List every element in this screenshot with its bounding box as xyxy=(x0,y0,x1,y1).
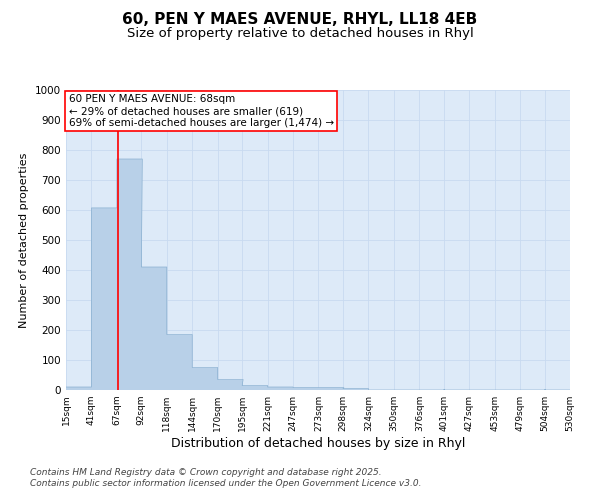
Bar xyxy=(91,208,117,390)
Bar xyxy=(117,159,142,390)
Bar xyxy=(319,388,344,390)
Text: Contains HM Land Registry data © Crown copyright and database right 2025.
Contai: Contains HM Land Registry data © Crown c… xyxy=(30,468,421,487)
Bar xyxy=(242,386,268,390)
Bar xyxy=(293,388,319,390)
Text: Size of property relative to detached houses in Rhyl: Size of property relative to detached ho… xyxy=(127,28,473,40)
Text: 60 PEN Y MAES AVENUE: 68sqm
← 29% of detached houses are smaller (619)
69% of se: 60 PEN Y MAES AVENUE: 68sqm ← 29% of det… xyxy=(68,94,334,128)
Bar xyxy=(268,387,293,390)
Bar xyxy=(192,368,218,390)
Bar xyxy=(142,267,167,390)
Bar xyxy=(167,334,192,390)
Bar xyxy=(66,387,91,390)
Bar xyxy=(218,380,243,390)
Y-axis label: Number of detached properties: Number of detached properties xyxy=(19,152,29,328)
X-axis label: Distribution of detached houses by size in Rhyl: Distribution of detached houses by size … xyxy=(171,437,465,450)
Text: 60, PEN Y MAES AVENUE, RHYL, LL18 4EB: 60, PEN Y MAES AVENUE, RHYL, LL18 4EB xyxy=(122,12,478,28)
Bar xyxy=(343,388,368,390)
